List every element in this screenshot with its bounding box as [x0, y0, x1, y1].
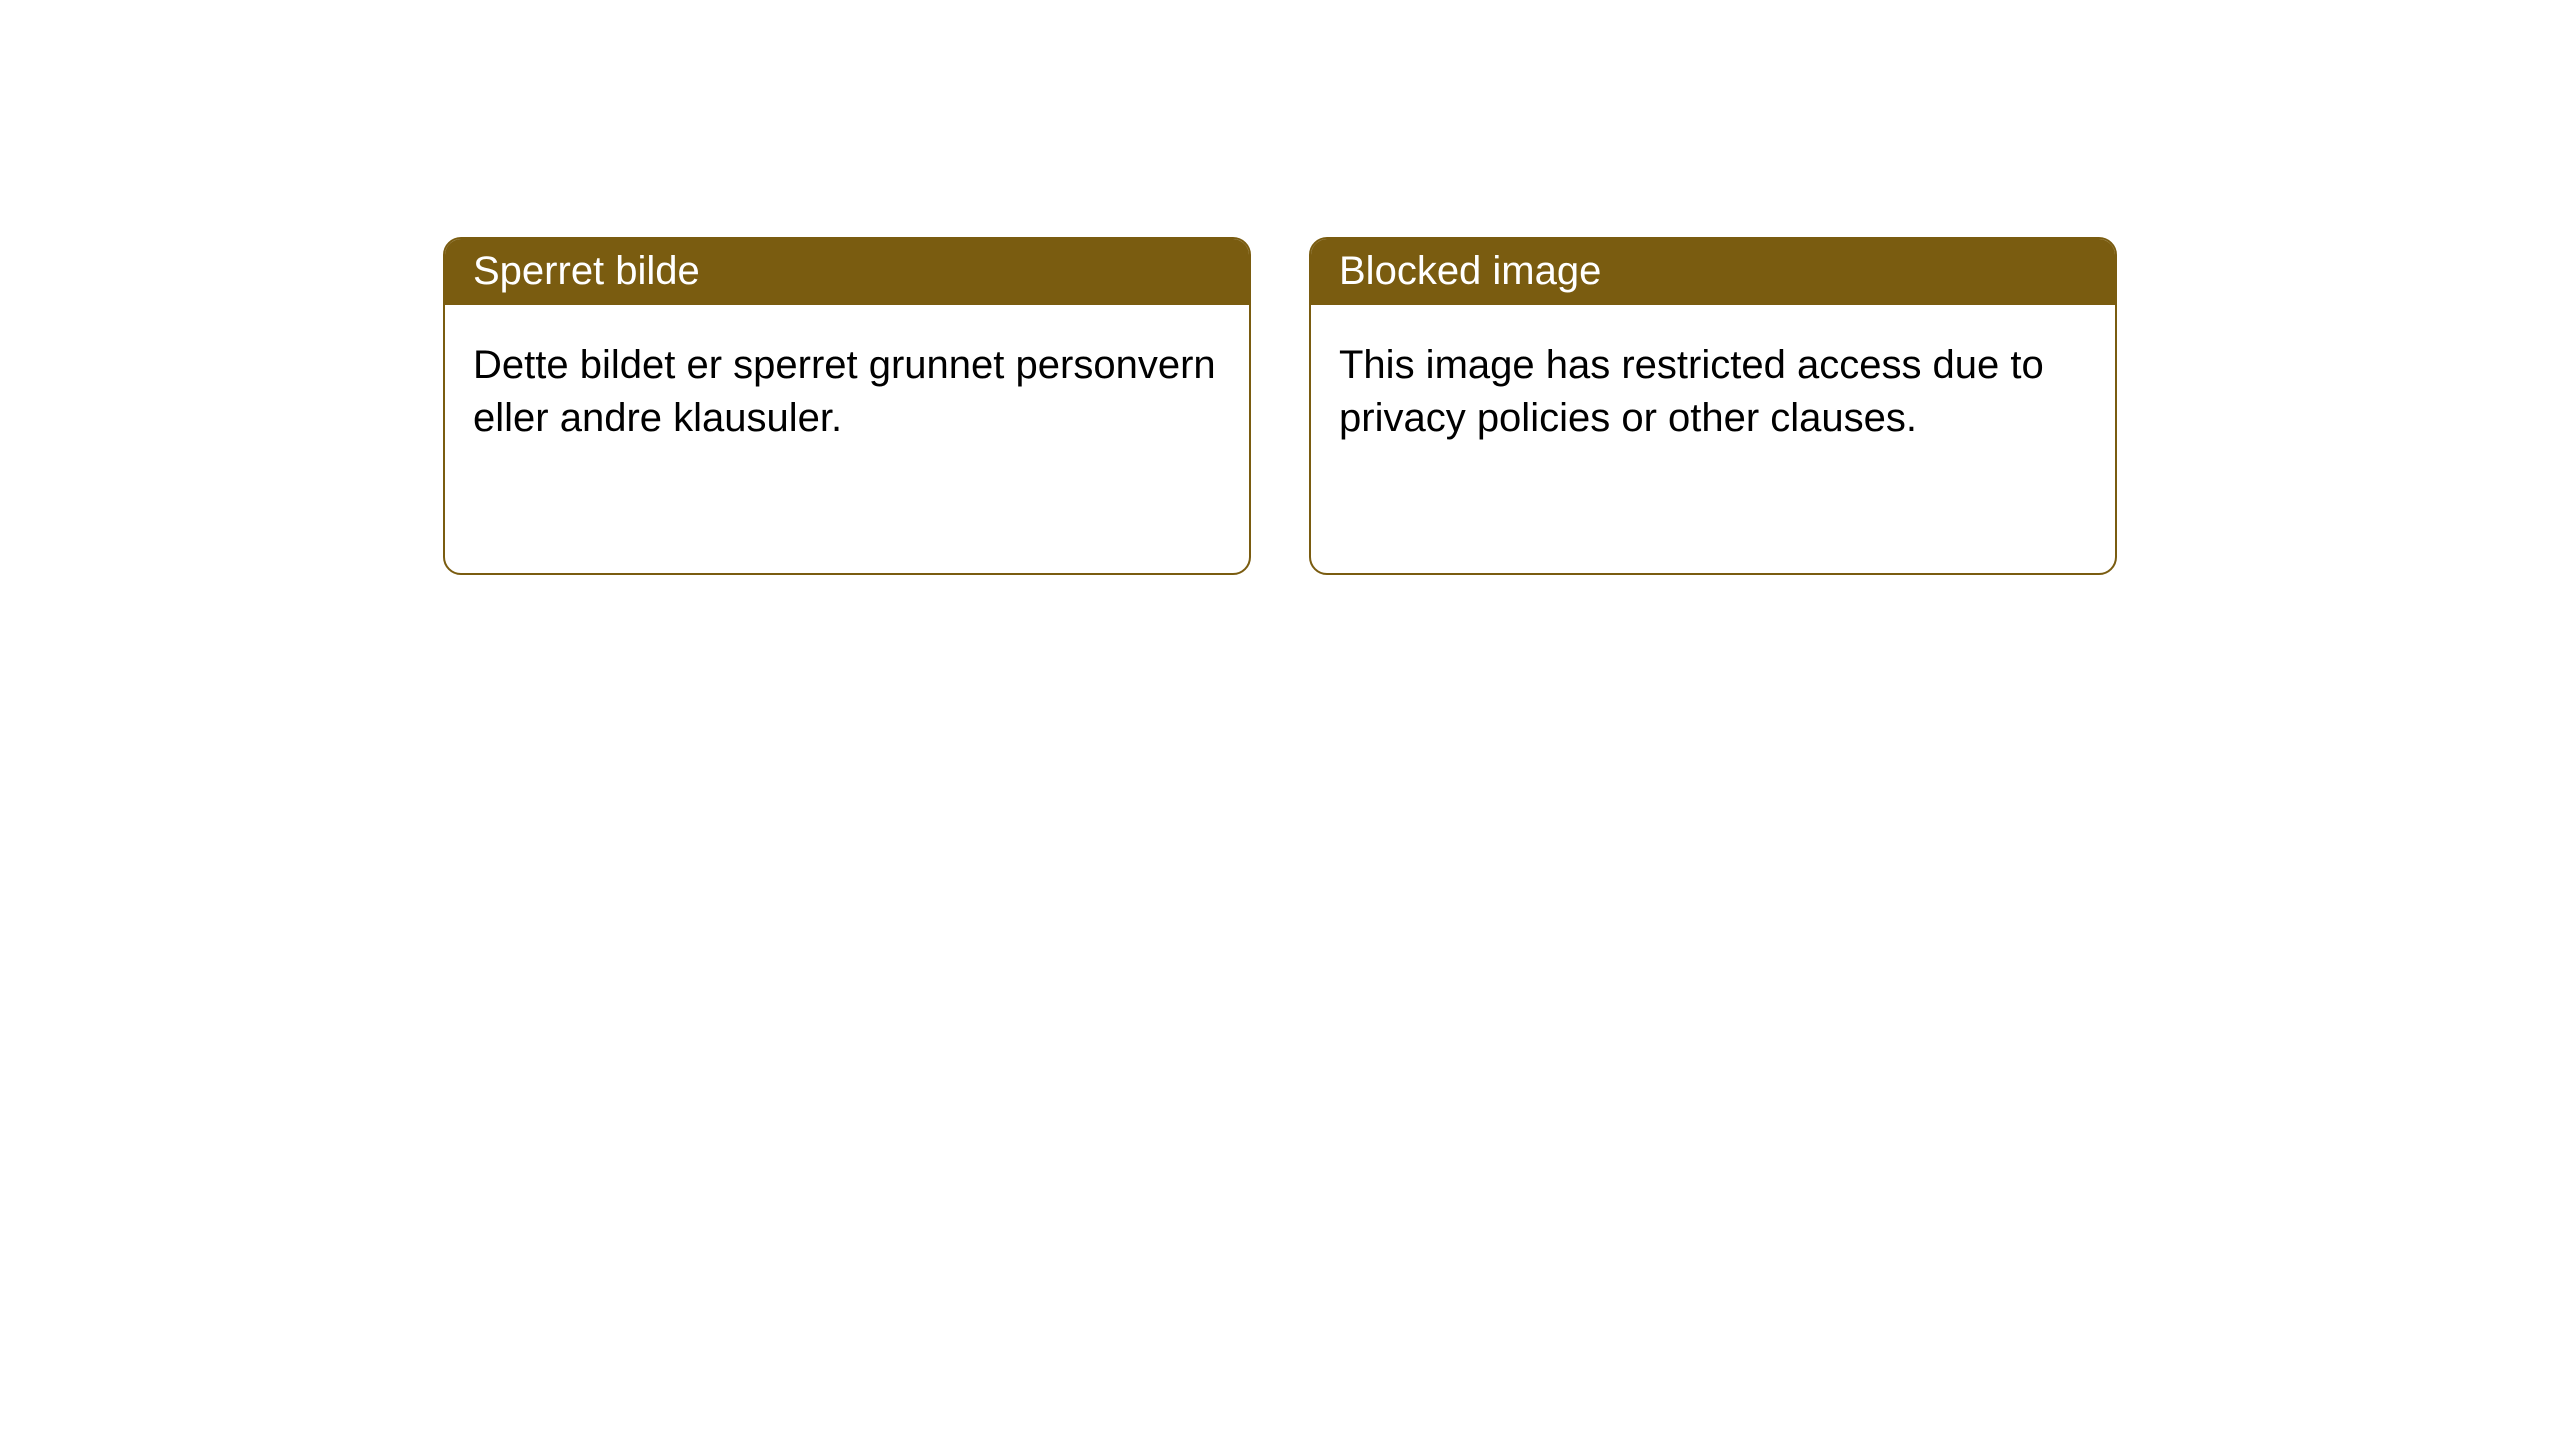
notice-card-title: Sperret bilde [445, 239, 1249, 305]
notice-card-body: This image has restricted access due to … [1311, 305, 2115, 479]
notice-card-english: Blocked image This image has restricted … [1309, 237, 2117, 575]
notice-card-title: Blocked image [1311, 239, 2115, 305]
notice-container: Sperret bilde Dette bildet er sperret gr… [443, 237, 2117, 575]
notice-card-body: Dette bildet er sperret grunnet personve… [445, 305, 1249, 479]
notice-card-norwegian: Sperret bilde Dette bildet er sperret gr… [443, 237, 1251, 575]
